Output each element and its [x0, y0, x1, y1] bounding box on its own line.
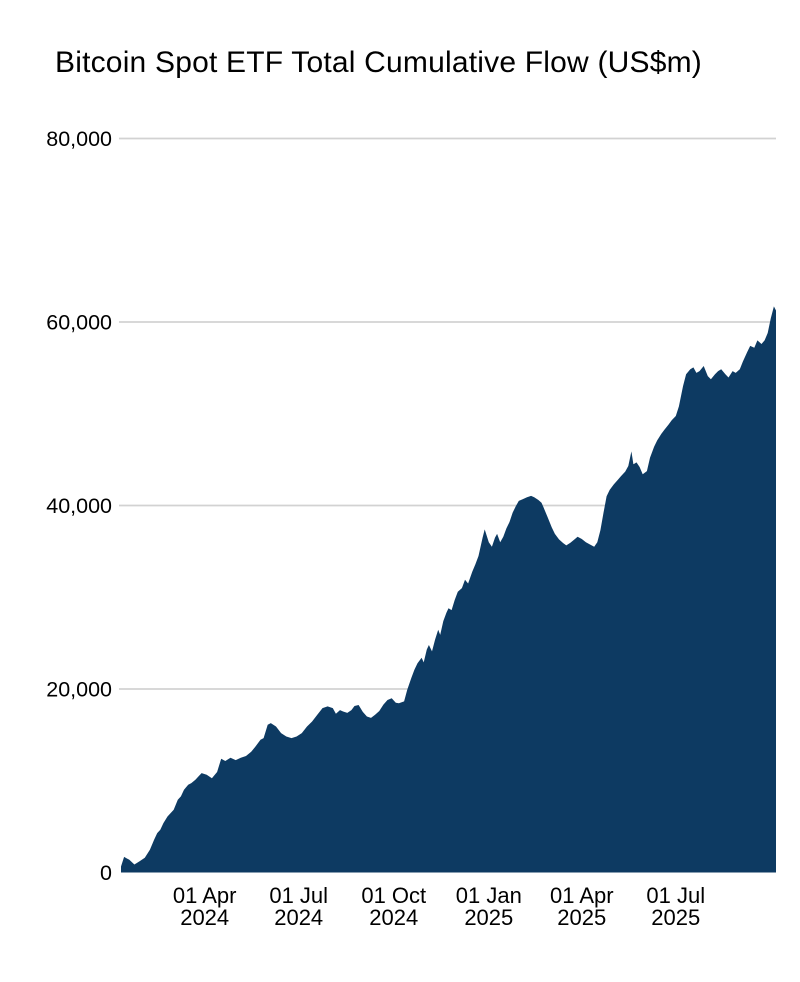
y-axis-tick-label: 40,000	[46, 494, 112, 518]
x-axis-tick-label-date: 01 Jul	[269, 883, 328, 908]
x-axis-tick-label-date: 01 Oct	[361, 883, 426, 908]
x-axis-tick-label-date: 01 Jan	[456, 883, 522, 908]
x-axis-tick-label-date: 01 Jul	[646, 883, 705, 908]
x-axis-tick-label-date: 01 Apr	[173, 883, 237, 908]
cumulative-flow-area-series	[121, 306, 776, 873]
y-axis-tick-label: 60,000	[46, 311, 112, 335]
x-axis-tick-label-year: 2024	[180, 905, 229, 930]
chart-title: Bitcoin Spot ETF Total Cumulative Flow (…	[55, 46, 702, 79]
x-axis-tick-label-year: 2025	[464, 905, 513, 930]
x-axis-tick-label-year: 2025	[557, 905, 606, 930]
y-axis-tick-label: 20,000	[46, 678, 112, 702]
y-axis-tick-label: 80,000	[46, 127, 112, 151]
x-axis-tick-label-year: 2024	[274, 905, 323, 930]
x-axis-tick-label-date: 01 Apr	[550, 883, 614, 908]
x-axis-tick-label-year: 2025	[651, 905, 700, 930]
y-axis-tick-label: 0	[100, 861, 112, 885]
x-axis-tick-label-year: 2024	[369, 905, 418, 930]
